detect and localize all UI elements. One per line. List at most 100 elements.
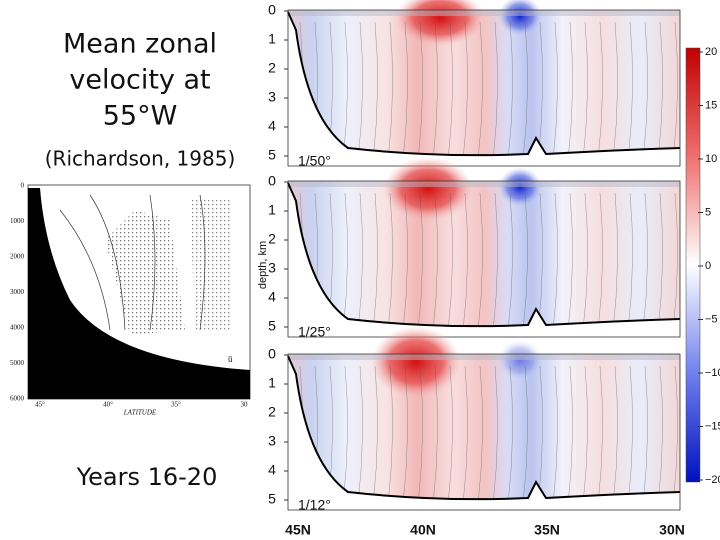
contour (387, 21, 393, 161)
contour (357, 192, 363, 332)
panel-label: 1/50° (298, 153, 331, 169)
contour (612, 365, 618, 505)
contour (672, 365, 678, 505)
contour (492, 192, 498, 332)
contour (657, 192, 663, 332)
depth-tick-label: 2 (268, 60, 276, 76)
panel-bg (288, 354, 680, 504)
contour (477, 365, 483, 505)
panel-label: 1/25° (298, 324, 331, 340)
panel-frame (287, 9, 681, 167)
contour (417, 365, 423, 505)
colorbar (685, 47, 701, 483)
depth-tick-label: 0 (268, 173, 276, 189)
depth-tick-label: 0 (268, 2, 276, 18)
contour (567, 21, 573, 161)
seafloor-fill (288, 12, 680, 166)
colorbar-label: −15 (705, 420, 720, 432)
colorbar-label: −20 (705, 474, 720, 486)
colorbar-label: 15 (705, 99, 717, 111)
colorbar-label: 0 (705, 260, 711, 272)
inset-depth-label: 4000 (10, 324, 25, 332)
contour (387, 365, 393, 505)
contour (402, 21, 408, 161)
contour (432, 365, 438, 505)
inset-depth-label: 3000 (10, 288, 25, 296)
contour (477, 192, 483, 332)
panel-frame (287, 353, 681, 511)
depth-tick-label: 4 (268, 289, 276, 305)
contour (597, 365, 603, 505)
latitude-label: 35N (534, 522, 560, 538)
contour (402, 192, 408, 332)
depth-tick-label: 3 (268, 89, 276, 105)
contour (552, 365, 558, 505)
inset-depth-label: 0 (21, 182, 25, 190)
contour (417, 21, 423, 161)
contour (372, 21, 378, 161)
contour (417, 192, 423, 332)
depth-tick-label: 4 (268, 118, 276, 134)
depth-tick-label: 1 (268, 202, 276, 218)
inset-lat-label: 45° (35, 401, 45, 409)
depth-tick-label: 1 (268, 375, 276, 391)
panel-bg (288, 10, 680, 160)
contour (582, 21, 588, 161)
inset-depth-label: 6000 (10, 395, 25, 403)
inset-lat-label: 40° (103, 401, 113, 409)
title-line: velocity at (69, 65, 210, 96)
depth-tick-label: 3 (268, 433, 276, 449)
depth-tick-label: 5 (268, 147, 276, 163)
depth-tick-label: 0 (268, 346, 276, 362)
contour (612, 21, 618, 161)
depth-tick-label: 5 (268, 318, 276, 334)
contour (447, 21, 453, 161)
contour (447, 365, 453, 505)
colorbar-label: 5 (705, 206, 711, 218)
depth-tick-label: 2 (268, 404, 276, 420)
eastward-jet (383, 157, 473, 221)
contour (387, 192, 393, 332)
contour (372, 365, 378, 505)
section-panel (287, 157, 681, 338)
eastward-jet (371, 326, 461, 398)
colorbar-label: 20 (705, 46, 717, 58)
contour (642, 365, 648, 505)
contour (672, 21, 678, 161)
panel-frame (287, 180, 681, 338)
section-panel (287, 0, 681, 167)
contour (552, 192, 558, 332)
y-axis-label: depth, km (257, 241, 269, 289)
contour (432, 192, 438, 332)
contour (372, 192, 378, 332)
depth-tick-label: 2 (268, 231, 276, 247)
inset-figure (27, 184, 251, 400)
contour (582, 365, 588, 505)
depth-tick-label: 4 (268, 462, 276, 478)
contour (672, 192, 678, 332)
contour (567, 365, 573, 505)
surface-band (288, 354, 680, 360)
contour (567, 192, 573, 332)
contour (507, 21, 513, 161)
contour (612, 192, 618, 332)
inset-depth-label: 5000 (10, 359, 25, 367)
depth-tick-label: 1 (268, 31, 276, 47)
panel-label: 1/12° (298, 497, 331, 513)
contour (402, 365, 408, 505)
contour (447, 192, 453, 332)
seafloor (287, 11, 681, 157)
inset-depth-label: 2000 (10, 253, 25, 261)
inset-lat-label: 35° (171, 401, 181, 409)
citation: (Richardson, 1985) (45, 147, 236, 171)
contour (507, 192, 513, 332)
contour (507, 365, 513, 505)
colorbar-label: 10 (705, 153, 717, 165)
latitude-label: 45N (285, 522, 311, 538)
contour (582, 192, 588, 332)
panel-bg (288, 181, 680, 331)
colorbar-label: −10 (705, 367, 720, 379)
contour (627, 192, 633, 332)
latitude-label: 40N (410, 522, 436, 538)
